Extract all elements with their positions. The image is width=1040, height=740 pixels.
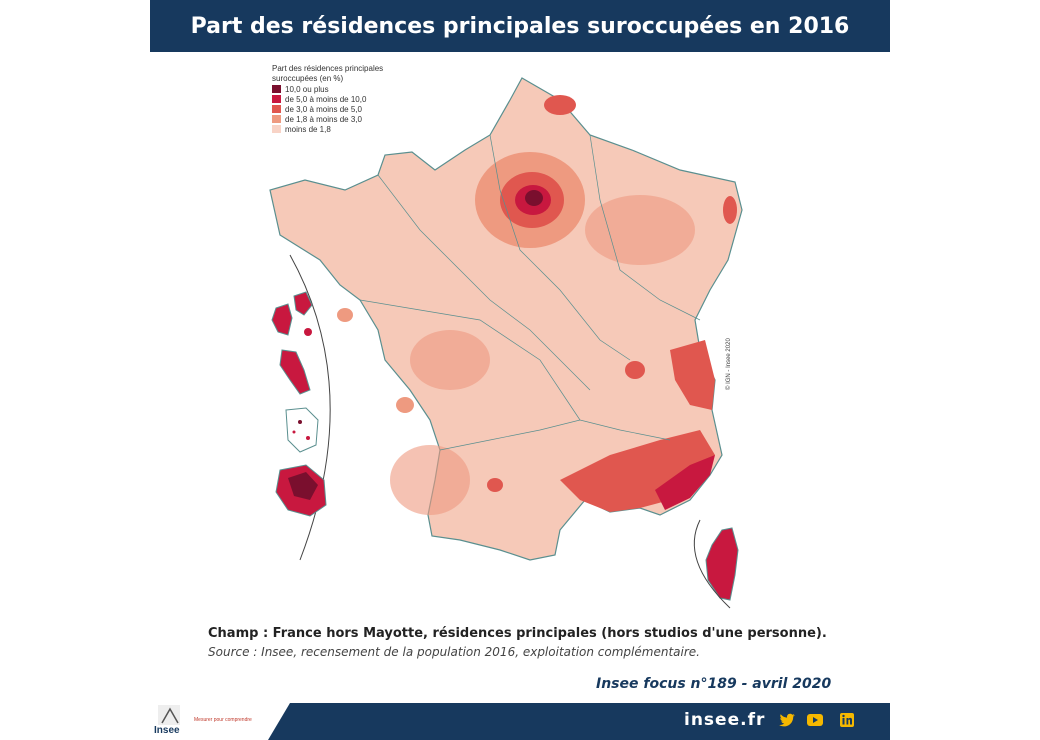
legend-label: de 3,0 à moins de 5,0 — [285, 104, 362, 114]
twitter-icon[interactable] — [778, 712, 796, 728]
guyane — [285, 407, 319, 453]
south-west-patch — [390, 445, 470, 515]
legend-swatch — [272, 85, 281, 93]
lyon-area — [625, 361, 645, 379]
legend-swatch — [272, 115, 281, 123]
strasbourg-area — [723, 196, 737, 224]
map-copyright: © IGN - Insee 2020 — [726, 338, 732, 390]
legend-item: moins de 1,8 — [272, 124, 392, 134]
legend-item: de 1,8 à moins de 3,0 — [272, 114, 392, 124]
publication-reference: Insee focus n°189 - avril 2020 — [596, 676, 832, 692]
legend-title: Part des résidences principales suroccup… — [272, 64, 384, 83]
legend-label: 10,0 ou plus — [285, 84, 329, 94]
alps-region — [670, 340, 715, 410]
riviera-coast — [655, 455, 715, 510]
legend-item: de 5,0 à moins de 10,0 — [272, 94, 392, 104]
scope-note: Champ : France hors Mayotte, résidences … — [208, 626, 827, 641]
guadeloupe — [271, 291, 313, 336]
legend-swatch — [272, 125, 281, 133]
legend-swatch — [272, 95, 281, 103]
map-legend: Part des résidences principales suroccup… — [272, 64, 392, 134]
legend-swatch — [272, 105, 281, 113]
guadeloupe-islet — [304, 328, 312, 336]
logo-text: Insee — [154, 725, 180, 736]
youtube-icon[interactable] — [806, 712, 824, 728]
corsica-inset-frame — [693, 519, 731, 609]
overseas-inset-frame — [289, 254, 331, 561]
linkedin-icon[interactable] — [838, 712, 856, 728]
region-boundaries — [359, 134, 701, 451]
north-east-patch — [585, 195, 695, 265]
logo-tagline: Mesurer pour comprendre — [194, 717, 252, 723]
bordeaux-area — [396, 397, 414, 413]
nantes-area — [337, 308, 353, 322]
insee-logo[interactable] — [150, 703, 270, 740]
corsica — [705, 527, 739, 601]
footer-bar — [268, 703, 890, 740]
legend-item: 10,0 ou plus — [272, 84, 392, 94]
martinique — [279, 349, 311, 395]
legend-label: moins de 1,8 — [285, 124, 331, 134]
source-note: Source : Insee, recensement de la popula… — [208, 645, 700, 659]
map-notes: Champ : France hors Mayotte, résidences … — [208, 626, 848, 659]
page-title: Part des résidences principales suroccup… — [190, 13, 850, 39]
paris-core — [525, 190, 543, 206]
legend-item: de 3,0 à moins de 5,0 — [272, 104, 392, 114]
insee-logo-icon — [158, 705, 180, 725]
west-patch — [410, 330, 490, 390]
toulouse-area — [487, 478, 503, 492]
legend-label: de 1,8 à moins de 3,0 — [285, 114, 362, 124]
header-banner: Part des résidences principales suroccup… — [150, 0, 890, 52]
lille-area — [544, 95, 576, 115]
website-link[interactable]: insee.fr — [684, 710, 766, 730]
france-map — [269, 77, 743, 609]
legend-label: de 5,0 à moins de 10,0 — [285, 94, 367, 104]
